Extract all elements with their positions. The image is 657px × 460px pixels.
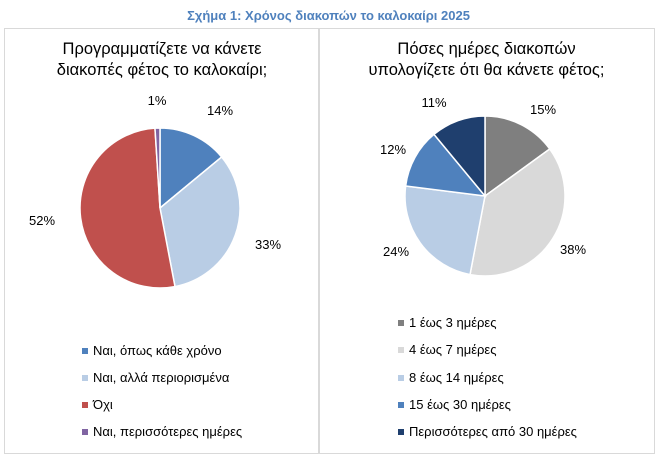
pie-slice: [432, 115, 486, 199]
figure-title: Σχήμα 1: Χρόνος διακοπών το καλοκαίρι 20…: [187, 8, 470, 23]
data-label: 1%: [148, 93, 167, 108]
data-label: 52%: [29, 213, 55, 228]
pie-slice: [154, 127, 161, 209]
legend-label: Ναι, περισσότερες ημέρες: [93, 424, 243, 439]
legend-swatch: [398, 346, 404, 353]
legend-label: 1 έως 3 ημέρες: [409, 315, 497, 330]
pie-slice: [404, 185, 486, 276]
legend-swatch: [398, 401, 404, 408]
legend-label: 8 έως 14 ημέρες: [409, 370, 504, 385]
legend-item: Ναι, αλλά περιορισμένα: [82, 370, 229, 385]
legend-swatch: [82, 428, 88, 435]
legend-label: Περισσότερες από 30 ημέρες: [409, 424, 577, 439]
legend-item: Ναι, όπως κάθε χρόνο: [82, 343, 222, 358]
legend-swatch: [398, 428, 404, 435]
legend-swatch: [82, 374, 88, 381]
pie-slice: [159, 155, 241, 288]
data-label: 11%: [421, 95, 446, 110]
chart-panel-right: Πόσες ημέρες διακοπών υπολογίζετε ότι θα …: [318, 28, 655, 454]
legend-swatch: [398, 374, 404, 381]
legend-swatch: [82, 347, 88, 354]
chart-title-left: Προγραμματίζετε να κάνετε διακοπές φέτος …: [56, 40, 268, 79]
pie-slice: [79, 127, 176, 289]
legend-label: 15 έως 30 ημέρες: [409, 397, 511, 412]
pie-slice: [469, 147, 566, 277]
legend-item: Όχι: [82, 397, 113, 412]
legend-label: 4 έως 7 ημέρες: [409, 342, 497, 357]
data-label: 24%: [383, 244, 409, 259]
data-label: 15%: [530, 102, 556, 117]
legend-item: Ναι, περισσότερες ημέρες: [82, 424, 242, 439]
chart-title-right: Πόσες ημέρες διακοπών υπολογίζετε ότι θα …: [368, 40, 605, 79]
data-label: 14%: [207, 103, 233, 118]
pie-slice: [404, 133, 487, 197]
legend-label: Ναι, αλλά περιορισμένα: [93, 370, 230, 385]
legend-item: 8 έως 14 ημέρες: [398, 370, 504, 385]
legend-label: Όχι: [93, 397, 113, 412]
legend-label: Ναι, όπως κάθε χρόνο: [93, 343, 222, 358]
legend-swatch: [398, 319, 404, 326]
data-label: 12%: [380, 142, 406, 157]
data-label: 33%: [255, 237, 281, 252]
chart-panel-left: Προγραμματίζετε να κάνετε διακοπές φέτος …: [4, 28, 320, 454]
pie-slice: [484, 115, 551, 198]
legend-item: 15 έως 30 ημέρες: [398, 397, 511, 412]
legend-item: 1 έως 3 ημέρες: [398, 315, 496, 330]
data-label: 38%: [560, 242, 586, 257]
legend-item: Περισσότερες από 30 ημέρες: [398, 424, 577, 439]
pie-slice: [159, 127, 223, 210]
legend-swatch: [82, 401, 88, 408]
legend-item: 4 έως 7 ημέρες: [398, 342, 496, 357]
